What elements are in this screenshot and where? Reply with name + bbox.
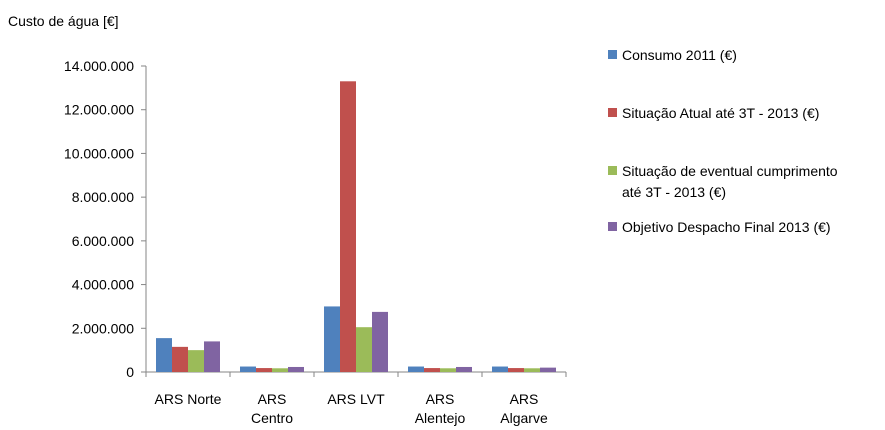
legend-entry: Objetivo Despacho Final 2013 (€) [622, 219, 831, 235]
bar [492, 366, 508, 372]
y-tick-labels: 0 2.000.000 4.000.000 6.000.000 8.000.000 10.… [64, 58, 134, 380]
bar [440, 368, 456, 372]
y-axis-label: Custo de água [€] [8, 13, 119, 29]
x-tick-label: ARS Alentejo [415, 391, 466, 426]
y-tick-label: 14.000.000 [64, 58, 134, 74]
y-tick-label: 6.000.000 [72, 233, 134, 249]
x-tick-labels: ARS Norte ARS Centro ARS LVT ARS Alentejo ARS A… [155, 391, 548, 426]
legend-entry: Consumo 2011 (€) [622, 47, 737, 63]
legend-entry: Situação Atual até 3T - 2013 (€) [622, 105, 819, 121]
bar [272, 368, 288, 372]
bar [340, 81, 356, 373]
x-tick-label: ARS Norte [155, 391, 222, 407]
y-tick-label: 10.000.000 [64, 145, 134, 161]
bar [508, 368, 524, 372]
legend-swatch [608, 50, 617, 59]
bar [372, 311, 388, 372]
bar [524, 368, 540, 372]
legend-entry: Situação de eventual cumprimento até 3T -… [622, 163, 838, 200]
bar [204, 341, 220, 372]
legend-swatch [608, 108, 617, 117]
bar [188, 350, 204, 372]
legend-swatch [608, 222, 617, 231]
bar [288, 366, 304, 372]
bar [356, 327, 372, 372]
bar [408, 366, 424, 372]
bar [424, 368, 440, 372]
y-tick-label: 0 [126, 364, 134, 380]
bar [540, 367, 556, 372]
bar [456, 366, 472, 372]
bar [324, 306, 340, 372]
x-tick-label: ARS LVT [327, 391, 385, 407]
y-tick-label: 4.000.000 [72, 277, 134, 293]
y-tick-label: 8.000.000 [72, 189, 134, 205]
x-tick-label: ARS Algarve [500, 391, 548, 426]
bar [256, 368, 272, 372]
bar [172, 346, 188, 372]
bar [156, 338, 172, 372]
legend-swatch [608, 166, 617, 175]
legend: Consumo 2011 (€) Situação Atual até 3T - … [608, 47, 838, 235]
bar [240, 366, 256, 372]
y-tick-label: 12.000.000 [64, 102, 134, 118]
y-tick-label: 2.000.000 [72, 320, 134, 336]
x-tick-label: ARS Centro [251, 391, 293, 426]
bars [156, 81, 556, 373]
